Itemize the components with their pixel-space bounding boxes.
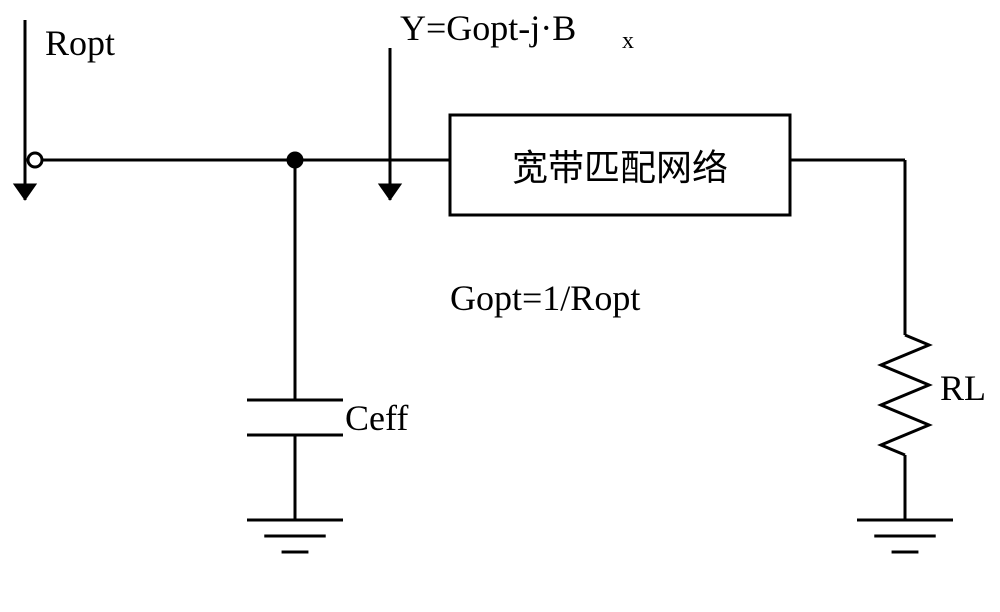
label-gopt: Gopt=1/Ropt <box>450 278 640 318</box>
matching-network-label: 宽带匹配网络 <box>512 148 728 188</box>
resistor-rl <box>881 160 929 520</box>
label-admittance: Y=Gopt-j·B <box>400 8 576 48</box>
label-rl: RL <box>940 368 986 408</box>
capacitor-ceff <box>247 160 343 520</box>
ground-rl <box>857 520 953 552</box>
input-reference-arrow <box>14 20 36 200</box>
input-terminal <box>28 153 42 167</box>
admittance-reference-arrow <box>379 48 401 200</box>
label-admittance-sub: x <box>622 28 634 54</box>
label-ropt: Ropt <box>45 23 115 63</box>
label-ceff: Ceff <box>345 398 408 438</box>
ground-ceff <box>247 520 343 552</box>
